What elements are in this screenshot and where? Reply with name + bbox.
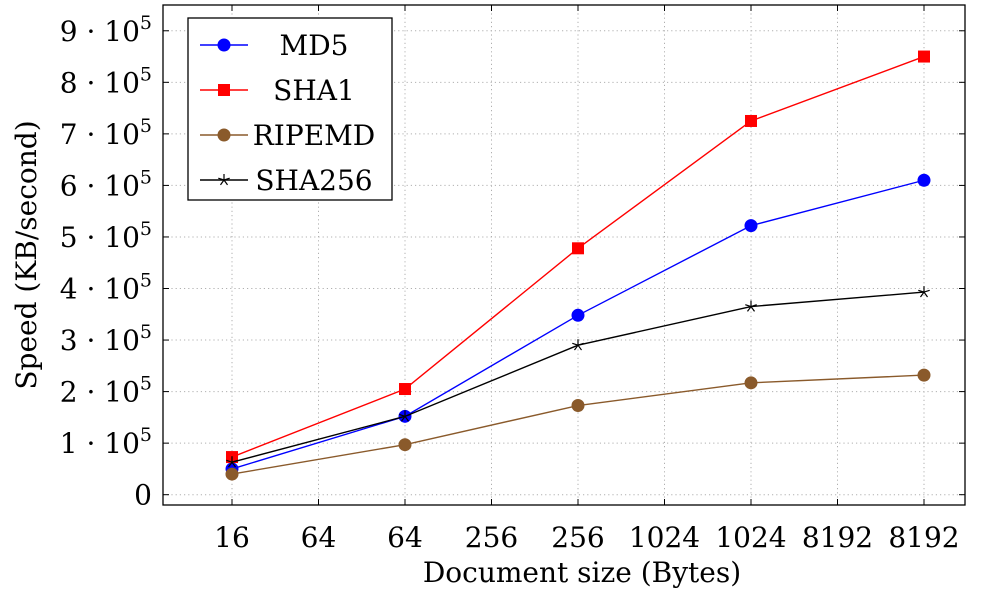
x-tick-label: 16 — [214, 521, 250, 554]
legend-marker-md5 — [217, 38, 231, 52]
y-axis-title: Speed (KB/second) — [10, 120, 43, 389]
x-tick-label: 8192 — [802, 521, 873, 554]
y-tick-label: 1 · 105 — [60, 424, 152, 460]
data-point-ripemd — [744, 376, 758, 390]
data-point-sha256 — [918, 286, 930, 298]
data-point-ripemd — [917, 368, 931, 382]
y-tick-label: 9 · 105 — [60, 12, 152, 48]
data-point-ripemd — [571, 399, 585, 413]
x-tick-label: 256 — [551, 521, 604, 554]
x-axis-title: Document size (Bytes) — [423, 556, 741, 589]
data-point-ripemd — [225, 467, 239, 481]
data-point-sha1 — [399, 383, 411, 396]
data-point-sha256 — [226, 456, 238, 468]
legend-label-sha1: SHA1 — [273, 74, 355, 107]
data-point-sha1 — [918, 50, 930, 63]
y-tick-label: 4 · 105 — [60, 270, 152, 306]
legend-marker-ripemd — [217, 128, 231, 142]
data-point-md5 — [571, 308, 585, 322]
data-point-md5 — [917, 173, 931, 187]
y-tick-label: 5 · 105 — [60, 218, 152, 254]
tick-layer: 16 64 64 256 256 1024 1024 8192 8192 0 1 · 105 2 · … — [60, 5, 965, 554]
y-tick-label: 0 — [134, 479, 152, 512]
legend-marker-sha256 — [218, 174, 230, 186]
data-point-sha256 — [745, 300, 757, 312]
data-point-md5 — [744, 219, 758, 233]
data-point-sha1 — [745, 114, 757, 127]
x-tick-label: 64 — [301, 521, 337, 554]
legend-label-md5: MD5 — [280, 29, 349, 62]
grid-layer — [163, 5, 965, 505]
legend-label-ripemd: RIPEMD — [253, 119, 376, 152]
legend-label-sha256: SHA256 — [255, 164, 372, 197]
y-tick-label: 8 · 105 — [60, 63, 152, 99]
series-layer — [225, 50, 931, 481]
y-tick-label: 6 · 105 — [60, 166, 152, 202]
legend: MD5 SHA1 RIPEMD SHA256 — [187, 17, 393, 201]
x-tick-label: 1024 — [629, 521, 700, 554]
data-point-ripemd — [398, 438, 412, 452]
x-tick-label: 8192 — [888, 521, 959, 554]
plot-frame — [162, 4, 966, 506]
x-tick-label: 64 — [387, 521, 423, 554]
y-tick-label: 3 · 105 — [60, 321, 152, 357]
x-tick-label: 256 — [465, 521, 518, 554]
y-tick-label: 2 · 105 — [60, 373, 152, 409]
x-tick-label: 1024 — [715, 521, 786, 554]
y-tick-label: 7 · 105 — [60, 115, 152, 151]
data-point-sha256 — [399, 410, 411, 422]
data-point-sha1 — [572, 242, 584, 255]
data-point-sha256 — [572, 339, 584, 351]
legend-marker-sha1 — [218, 84, 230, 96]
